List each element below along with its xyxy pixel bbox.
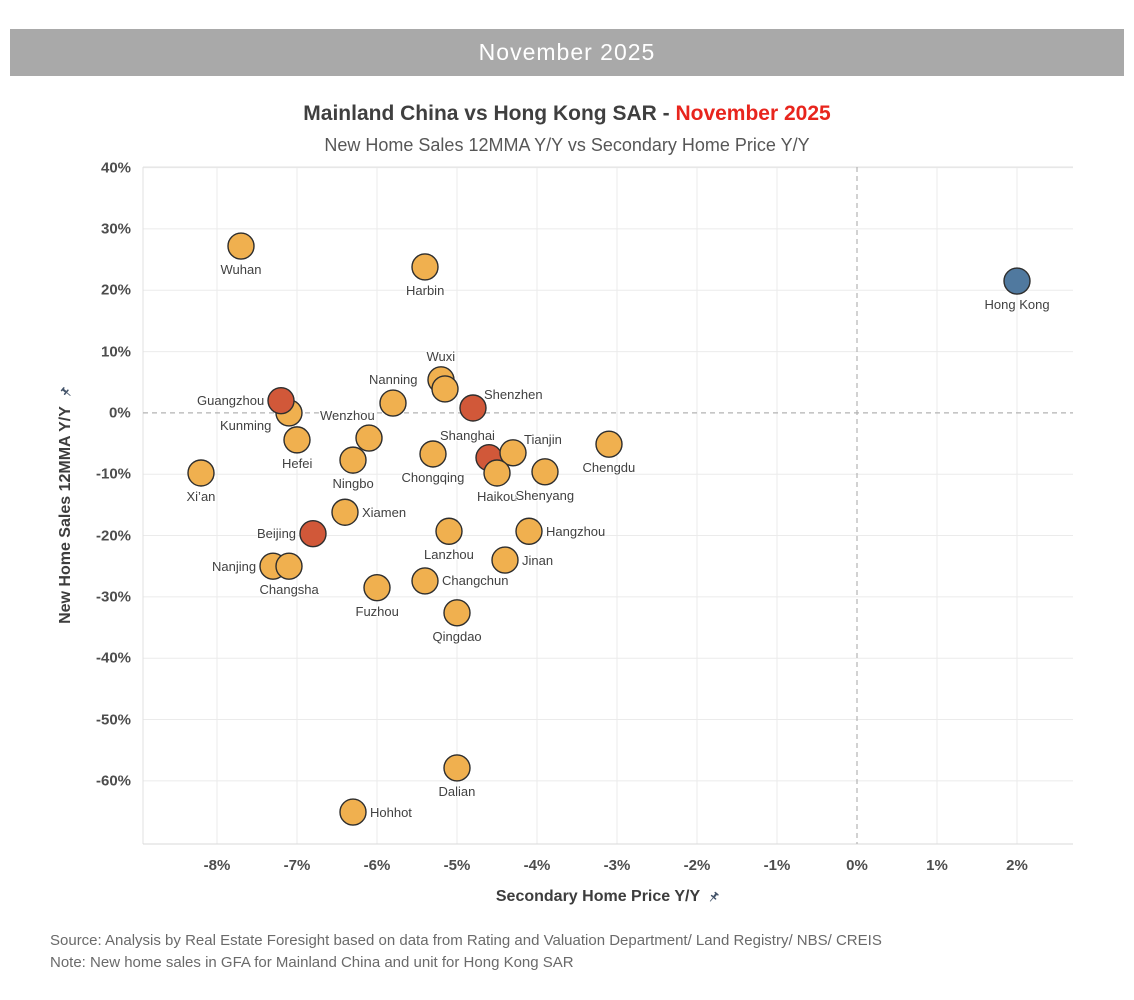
data-point-hohhot[interactable] (339, 798, 367, 826)
data-point-tianjin[interactable] (499, 439, 527, 467)
pin-icon (707, 891, 720, 904)
data-point-hangzhou[interactable] (515, 517, 543, 545)
data-point-shenzhen[interactable] (459, 394, 487, 422)
data-point-chengdu[interactable] (595, 430, 623, 458)
data-point-haikou[interactable] (483, 459, 511, 487)
chart-subtitle: New Home Sales 12MMA Y/Y vs Secondary Ho… (324, 135, 810, 155)
chart-title-highlight: November 2025 (675, 102, 831, 125)
data-point-fuzhou[interactable] (363, 573, 391, 602)
header-banner: November 2025 (10, 29, 1124, 76)
data-point-guangzhou[interactable] (267, 386, 295, 415)
data-point-xiamen[interactable] (331, 498, 359, 526)
source-note: Source: Analysis by Real Estate Foresigh… (50, 932, 882, 949)
chart-title-main: Mainland China vs Hong Kong SAR - (303, 102, 676, 125)
data-point-jinan[interactable] (491, 546, 519, 574)
data-point-qingdao[interactable] (443, 599, 471, 627)
data-point-wenzhou[interactable] (355, 424, 383, 452)
data-point-lanzhou[interactable] (435, 517, 463, 545)
y-axis-title-text: New Home Sales 12MMA Y/Y (57, 406, 74, 624)
x-axis-title-text: Secondary Home Price Y/Y (495, 888, 701, 905)
method-note: Note: New home sales in GFA for Mainland… (50, 954, 574, 971)
pin-icon (60, 386, 73, 399)
y-axis-title: New Home Sales 12MMA Y/Y (57, 386, 75, 624)
data-point-unlabeled[interactable] (431, 375, 459, 403)
banner-title: November 2025 (478, 39, 656, 65)
chart-title: Mainland China vs Hong Kong SAR - Novemb… (0, 102, 1134, 126)
data-point-hefei[interactable] (283, 426, 311, 454)
data-point-shenyang[interactable] (531, 458, 559, 486)
data-point-ningbo[interactable] (339, 446, 367, 474)
data-point-dalian[interactable] (443, 754, 471, 782)
data-point-changsha[interactable] (275, 552, 303, 580)
data-point-harbin[interactable] (411, 253, 439, 281)
data-point-chongqing[interactable] (419, 440, 447, 468)
data-point-hong-kong[interactable] (1003, 267, 1031, 295)
data-point-changchun[interactable] (411, 567, 439, 595)
footer-notes: Source: Analysis by Real Estate Foresigh… (50, 930, 1120, 974)
data-point-beijing[interactable] (299, 520, 327, 548)
x-axis-title: Secondary Home Price Y/Y (496, 888, 720, 906)
data-point-wuhan[interactable] (227, 232, 255, 260)
data-point-xi-an[interactable] (187, 459, 215, 487)
data-point-nanning[interactable] (379, 389, 407, 417)
